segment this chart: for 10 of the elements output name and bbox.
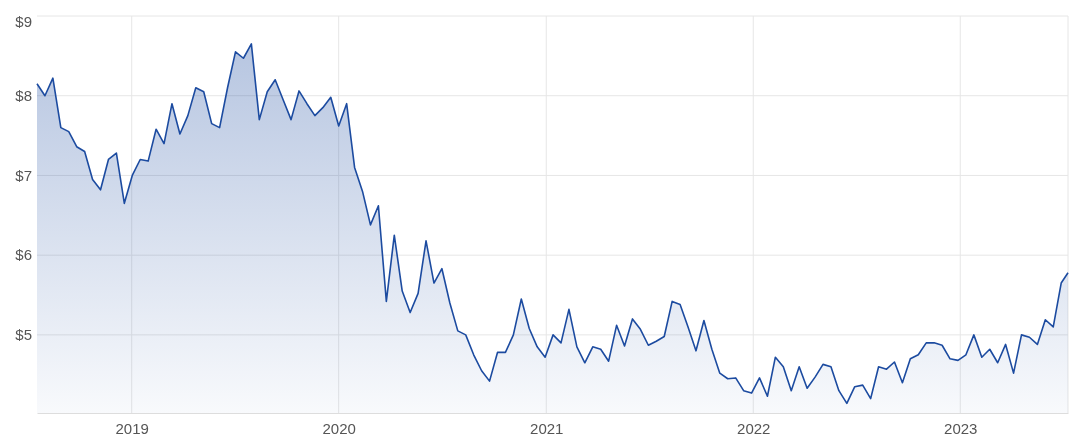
- y-tick-label: $6: [15, 246, 32, 264]
- y-tick-label: $7: [15, 166, 32, 184]
- x-tick-label: 2020: [322, 419, 356, 437]
- x-tick-label: 2022: [737, 419, 771, 437]
- x-tick-label: 2019: [115, 419, 149, 437]
- y-tick-label: $9: [15, 13, 32, 30]
- x-tick-label: 2023: [944, 419, 978, 437]
- x-tick-label: 2021: [530, 419, 564, 437]
- y-tick-label: $8: [15, 87, 32, 105]
- y-tick-label: $5: [15, 326, 32, 344]
